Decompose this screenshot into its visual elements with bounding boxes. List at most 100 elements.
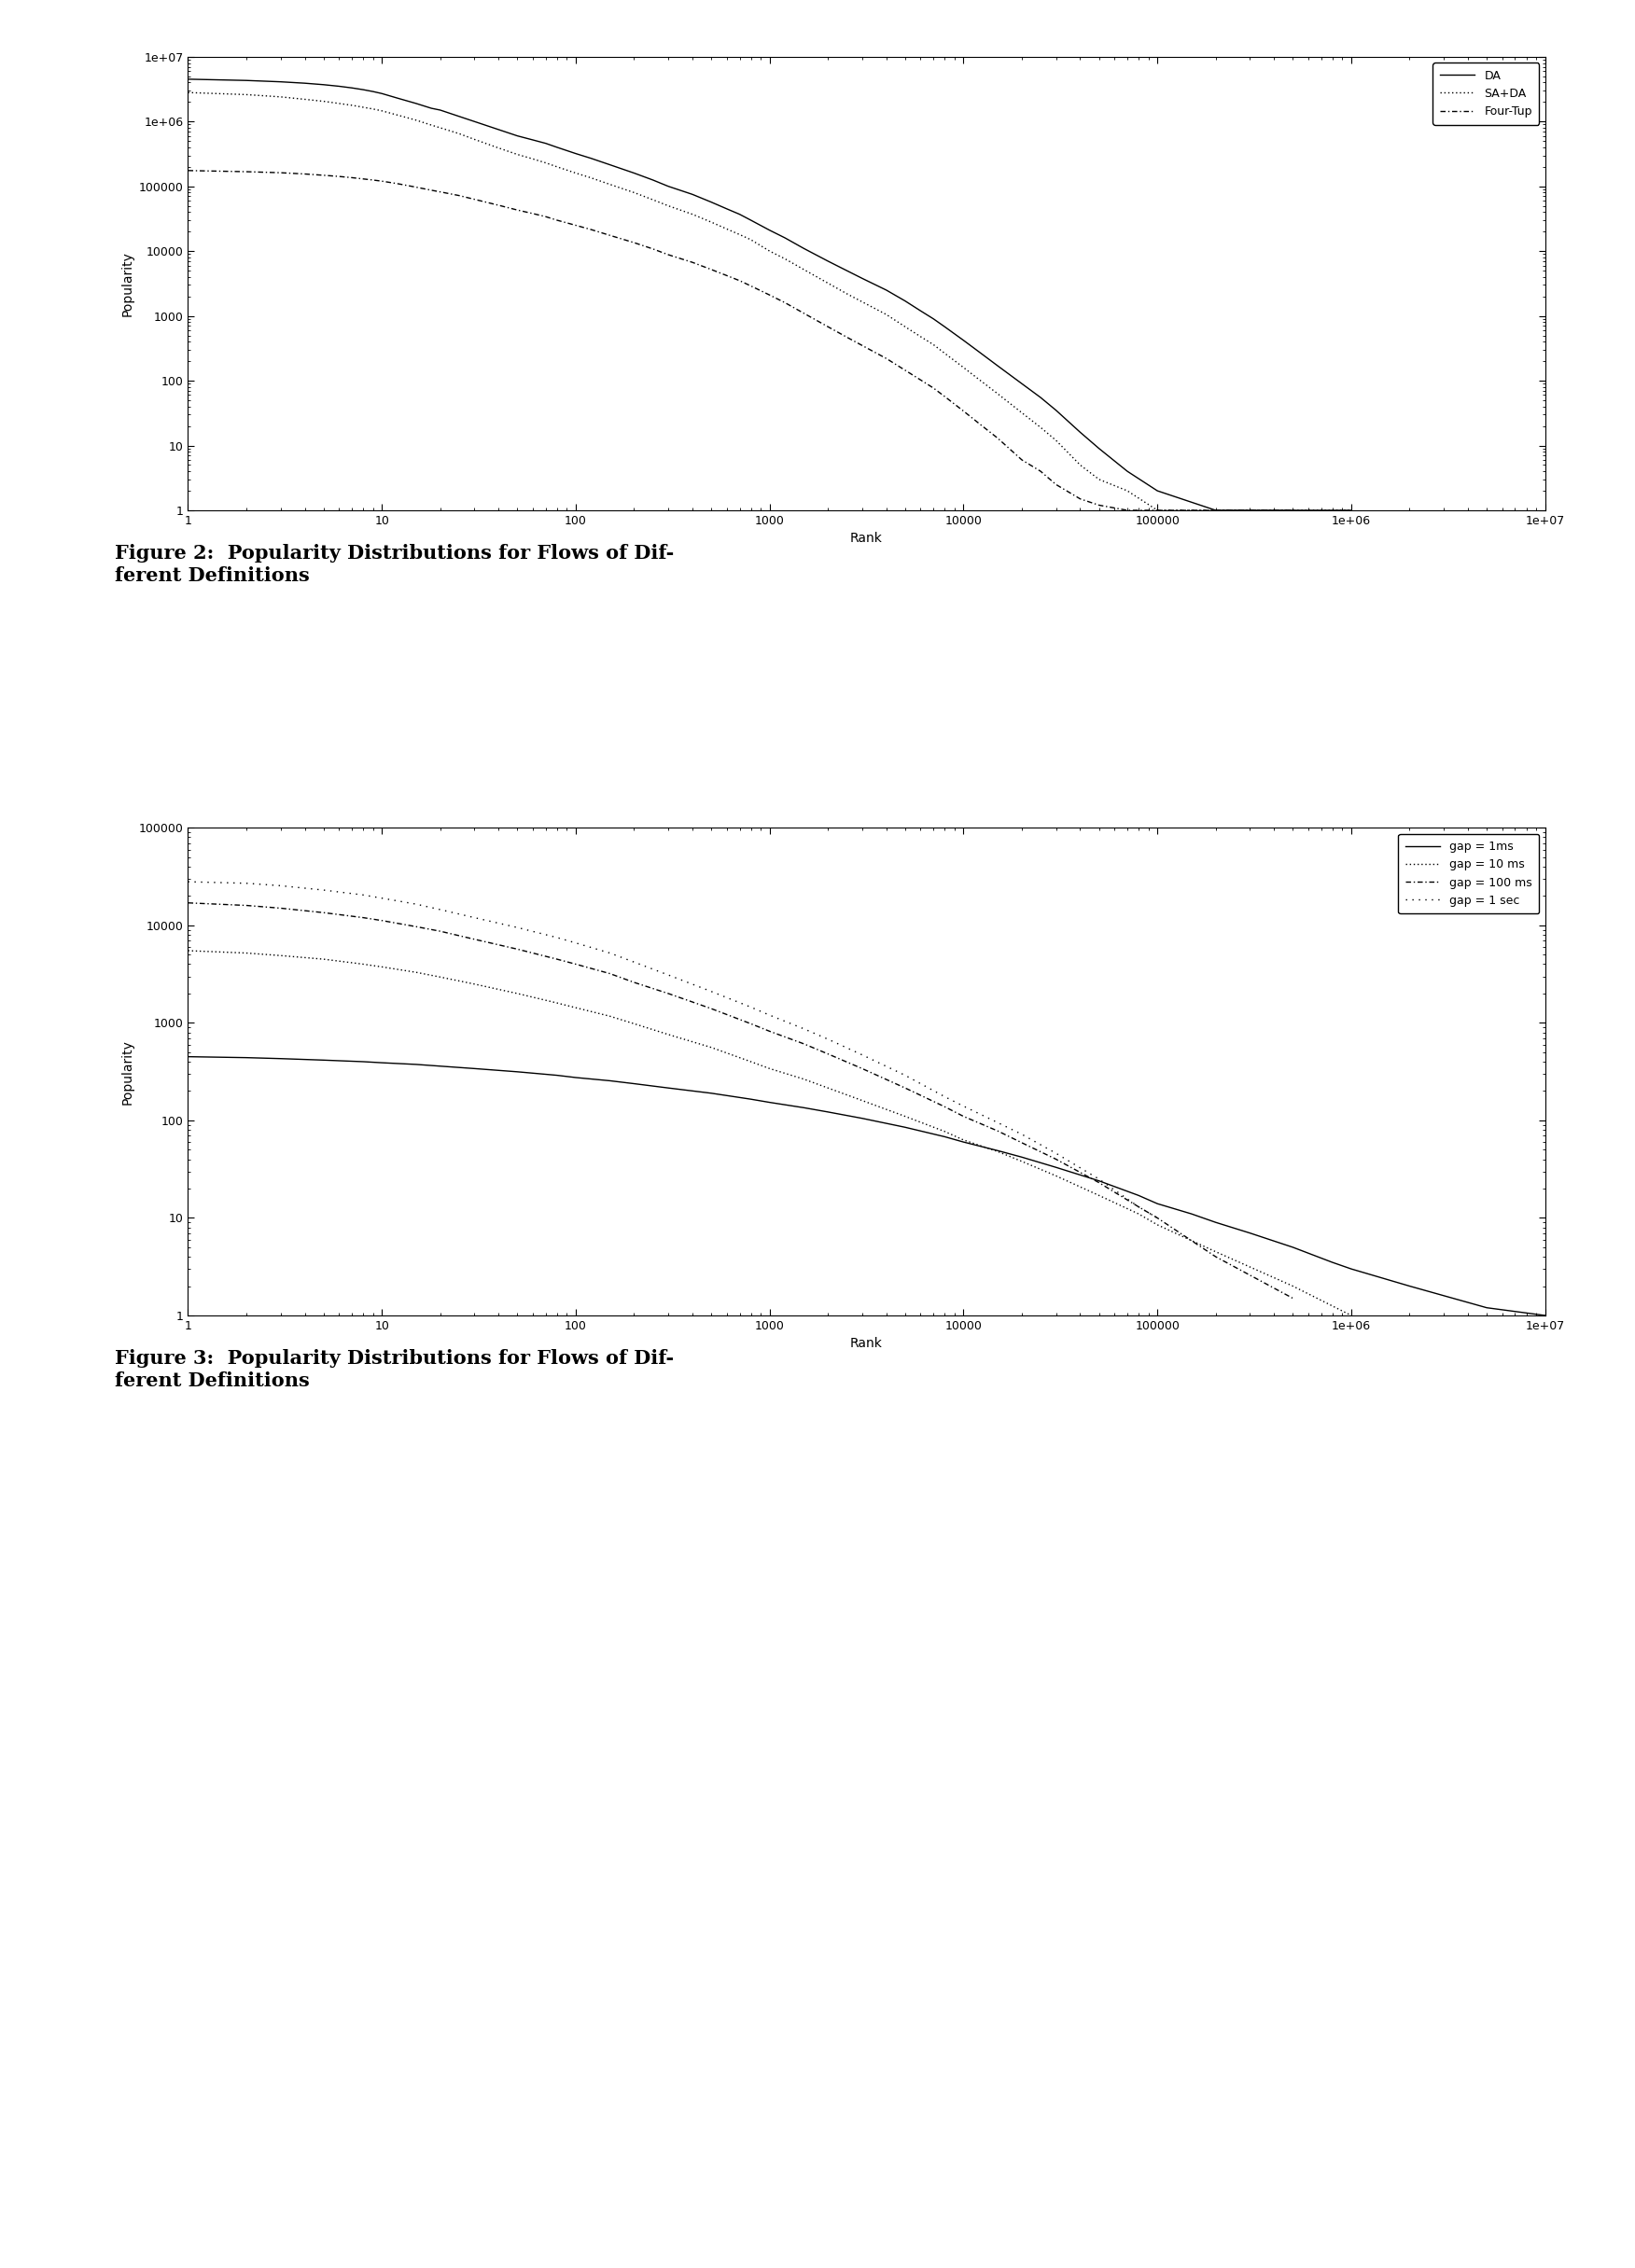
gap = 1 sec (760, 1002, 780, 1030)
gap = 1 sec (852, 1041, 871, 1068)
Four-Tup (387, 170, 407, 197)
gap = 10 ms (405, 959, 425, 987)
gap = 100 ms (430, 919, 450, 946)
gap = 100 ms (1283, 1284, 1303, 1311)
gap = 10 ms (271, 941, 291, 968)
gap = 1 sec (237, 869, 257, 896)
Legend: gap = 1ms, gap = 10 ms, gap = 100 ms, gap = 1 sec: gap = 1ms, gap = 10 ms, gap = 100 ms, ga… (1398, 835, 1539, 914)
gap = 100 ms (795, 1030, 814, 1057)
Line: gap = 1 sec: gap = 1 sec (188, 882, 1158, 1218)
gap = 1ms (1476, 1295, 1496, 1322)
gap = 10 ms (1283, 1272, 1303, 1300)
SA+DA (837, 281, 857, 308)
Line: gap = 1ms: gap = 1ms (188, 1057, 1545, 1315)
gap = 1 sec (1128, 1193, 1148, 1220)
Four-Tup (430, 179, 450, 206)
gap = 1ms (314, 1046, 334, 1073)
gap = 1ms (1148, 1191, 1167, 1218)
gap = 100 ms (760, 1018, 780, 1046)
gap = 1ms (353, 1048, 373, 1075)
SA+DA (1148, 497, 1167, 524)
Y-axis label: Popularity: Popularity (121, 252, 134, 315)
gap = 1 sec (1148, 1204, 1167, 1232)
gap = 100 ms (659, 980, 679, 1007)
DA (1341, 497, 1360, 524)
gap = 1ms (988, 1136, 1007, 1163)
Four-Tup (1283, 497, 1303, 524)
gap = 1 sec (1089, 1166, 1109, 1193)
gap = 1 sec (464, 905, 484, 932)
gap = 1ms (430, 1052, 450, 1080)
gap = 100 ms (1089, 1168, 1109, 1195)
gap = 1 sec (1012, 1120, 1032, 1148)
gap = 1ms (795, 1093, 814, 1120)
gap = 1ms (1323, 1250, 1342, 1277)
Four-Tup (178, 156, 198, 184)
gap = 10 ms (507, 980, 526, 1007)
gap = 100 ms (178, 889, 198, 916)
gap = 1 sec (353, 882, 373, 909)
gap = 1ms (1400, 1272, 1419, 1300)
gap = 10 ms (548, 989, 567, 1016)
Line: gap = 100 ms: gap = 100 ms (188, 903, 1293, 1297)
gap = 10 ms (953, 1127, 973, 1154)
gap = 100 ms (1046, 1145, 1066, 1173)
gap = 10 ms (373, 953, 392, 980)
gap = 10 ms (1089, 1182, 1109, 1209)
Y-axis label: Popularity: Popularity (121, 1039, 134, 1105)
SA+DA (178, 79, 198, 107)
DA (237, 66, 257, 93)
gap = 1 sec (507, 914, 526, 941)
Text: Figure 2:  Popularity Distributions for Flows of Dif-
ferent Definitions: Figure 2: Popularity Distributions for F… (114, 544, 674, 585)
gap = 10 ms (314, 946, 334, 973)
Four-Tup (1117, 497, 1136, 524)
gap = 1ms (600, 1068, 620, 1095)
gap = 1ms (659, 1075, 679, 1102)
gap = 10 ms (818, 1075, 837, 1102)
gap = 100 ms (625, 968, 644, 996)
gap = 1 sec (430, 896, 450, 923)
gap = 100 ms (566, 950, 585, 978)
gap = 10 ms (659, 1021, 679, 1048)
gap = 10 ms (1128, 1200, 1148, 1227)
gap = 1 sec (405, 891, 425, 919)
gap = 1 sec (1046, 1141, 1066, 1168)
gap = 1ms (896, 1114, 916, 1141)
Line: DA: DA (188, 79, 1351, 510)
gap = 1ms (1012, 1143, 1032, 1170)
SA+DA (795, 256, 814, 284)
Legend: DA, SA+DA, Four-Tup: DA, SA+DA, Four-Tup (1432, 64, 1539, 125)
SA+DA (741, 227, 760, 254)
gap = 10 ms (701, 1034, 721, 1061)
DA (1207, 497, 1226, 524)
gap = 1 sec (701, 978, 721, 1005)
gap = 1ms (178, 1043, 198, 1070)
gap = 10 ms (625, 1009, 644, 1036)
Line: Four-Tup: Four-Tup (188, 170, 1293, 510)
gap = 10 ms (430, 964, 450, 991)
gap = 100 ms (953, 1102, 973, 1129)
gap = 1 sec (271, 873, 291, 900)
gap = 1ms (464, 1055, 484, 1082)
Four-Tup (548, 206, 567, 234)
gap = 100 ms (1128, 1193, 1148, 1220)
gap = 1 sec (566, 930, 585, 957)
gap = 100 ms (1148, 1204, 1167, 1232)
gap = 1ms (1239, 1220, 1259, 1247)
gap = 1 sec (741, 993, 760, 1021)
gap = 1 sec (818, 1025, 837, 1052)
gap = 100 ms (701, 996, 721, 1023)
gap = 1ms (271, 1046, 291, 1073)
gap = 1 sec (935, 1084, 955, 1111)
gap = 1ms (566, 1064, 585, 1091)
gap = 10 ms (896, 1102, 916, 1129)
gap = 1ms (373, 1050, 392, 1077)
gap = 1ms (548, 1061, 567, 1089)
gap = 10 ms (795, 1066, 814, 1093)
X-axis label: Rank: Rank (850, 1338, 883, 1349)
gap = 10 ms (1341, 1302, 1360, 1329)
gap = 100 ms (353, 905, 373, 932)
gap = 10 ms (935, 1118, 955, 1145)
gap = 100 ms (548, 946, 567, 973)
gap = 1 sec (896, 1061, 916, 1089)
